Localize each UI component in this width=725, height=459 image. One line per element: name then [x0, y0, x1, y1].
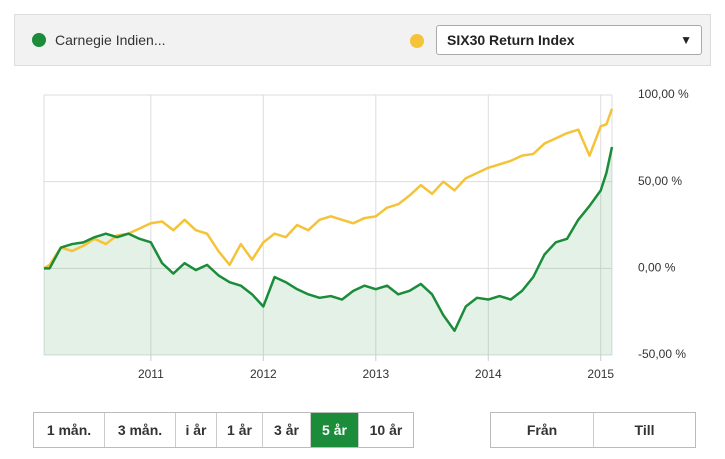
button[interactable]: 10 år: [358, 413, 413, 447]
button[interactable]: Till: [593, 413, 695, 447]
area: [44, 147, 612, 355]
button[interactable]: 5 år: [310, 413, 358, 447]
button[interactable]: 1 år: [216, 413, 262, 447]
y-tick-label: 100,00 %: [638, 87, 689, 101]
y-tick-label: -50,00 %: [638, 347, 686, 361]
legend-label: Carnegie Indien...: [55, 32, 166, 48]
dropdown-label: SIX30 Return Index: [447, 32, 575, 48]
button[interactable]: i år: [175, 413, 216, 447]
x-tick-label: 2013: [362, 367, 389, 381]
x-tick-label: 2011: [138, 367, 164, 381]
x-tick-label: 2014: [475, 367, 502, 381]
y-tick-label: 0,00 %: [638, 261, 676, 275]
x-tick-label: 2012: [250, 367, 277, 381]
x-tick-label: 2015: [587, 367, 614, 381]
line: [43, 108, 614, 270]
button[interactable]: 3 mån.: [104, 413, 175, 447]
y-tick-label: 50,00 %: [638, 174, 682, 188]
date-buttons: Från Till: [490, 412, 696, 448]
button[interactable]: 3 år: [262, 413, 310, 447]
series-dropdown[interactable]: SIX30 Return Index ▼: [436, 25, 702, 55]
line: [44, 146, 614, 332]
legend-swatch: [32, 33, 46, 47]
plot-area: [43, 94, 613, 356]
range-buttons: 1 mån. 3 mån. i år 1 år 3 år 5 år 10 år: [33, 412, 414, 448]
legend-swatch: [410, 34, 424, 48]
button[interactable]: 1 mån.: [34, 413, 104, 447]
button[interactable]: Från: [491, 413, 593, 447]
legend-bar: Carnegie Indien... SIX30 Return Index ▼: [14, 14, 711, 66]
legend-entry: Carnegie Indien...: [32, 32, 166, 48]
dropdown-arrow: ▼: [680, 33, 692, 47]
